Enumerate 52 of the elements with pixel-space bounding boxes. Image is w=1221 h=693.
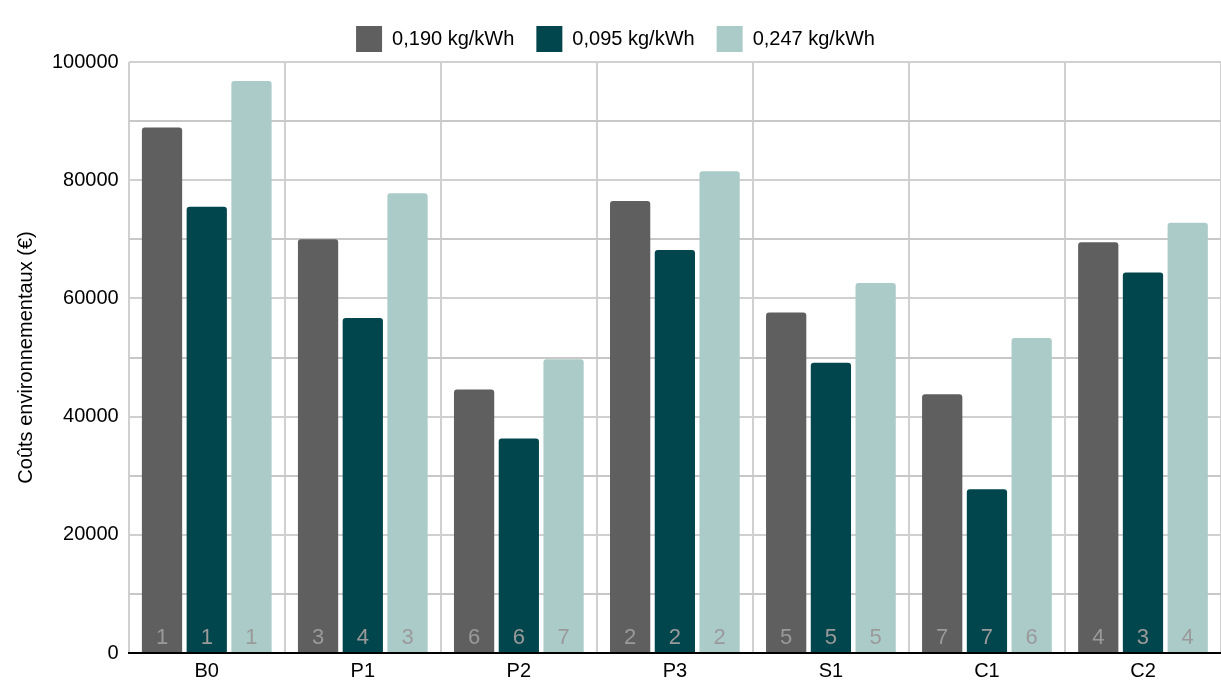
x-tick-label: C2 <box>1130 658 1156 681</box>
y-tick-label: 60000 <box>63 285 119 308</box>
legend-label: 0,190 kg/kWh <box>392 26 515 49</box>
annotation: 2 <box>668 624 681 650</box>
annotation: 4 <box>1092 624 1105 650</box>
annotation: 1 <box>200 624 213 650</box>
y-axis-title: Coûts environnementaux (€) <box>13 231 36 484</box>
annotation: 4 <box>356 624 369 650</box>
bar <box>1167 222 1208 652</box>
bar <box>1122 272 1164 652</box>
bar <box>922 394 963 652</box>
y-tick-label: 80000 <box>63 167 119 190</box>
x-tick-label: C1 <box>974 658 1000 681</box>
x-tick-label: P2 <box>506 658 532 681</box>
bar <box>966 489 1008 652</box>
x-tick-label: B0 <box>194 658 219 681</box>
bar <box>855 283 896 652</box>
bar <box>231 80 272 652</box>
bar <box>610 200 651 652</box>
annotation: 7 <box>936 624 949 650</box>
legend-label: 0,247 kg/kWh <box>752 26 875 49</box>
bar <box>453 389 495 652</box>
bar <box>699 171 740 652</box>
annotation: 5 <box>780 624 793 650</box>
annotation: 6 <box>512 624 525 650</box>
annotation: 7 <box>980 624 994 650</box>
bar <box>186 206 227 652</box>
bar <box>141 127 183 652</box>
x-tick-label: S1 <box>818 658 844 681</box>
annotation: 3 <box>311 624 325 650</box>
y-tick-label: 100000 <box>51 49 119 72</box>
bar <box>1011 338 1052 652</box>
annotation: 5 <box>824 624 838 650</box>
annotation: 3 <box>1136 624 1150 650</box>
bar <box>387 193 428 652</box>
bar <box>297 239 339 652</box>
y-tick-label: 40000 <box>63 404 119 427</box>
bar <box>1078 242 1119 652</box>
annotation: 2 <box>624 624 637 650</box>
x-tick-label: P3 <box>662 658 688 681</box>
bar <box>810 362 852 652</box>
annotation: 6 <box>467 624 481 650</box>
x-tick-label: P1 <box>350 658 376 681</box>
bar <box>342 317 383 652</box>
bar <box>654 249 695 652</box>
annotation: 1 <box>155 624 169 650</box>
bar <box>543 359 584 652</box>
legend-label: 0,095 kg/kWh <box>572 26 695 49</box>
bar <box>498 438 539 652</box>
y-tick-label: 0 <box>107 640 119 663</box>
y-tick-label: 20000 <box>63 522 119 545</box>
bar <box>766 312 807 652</box>
